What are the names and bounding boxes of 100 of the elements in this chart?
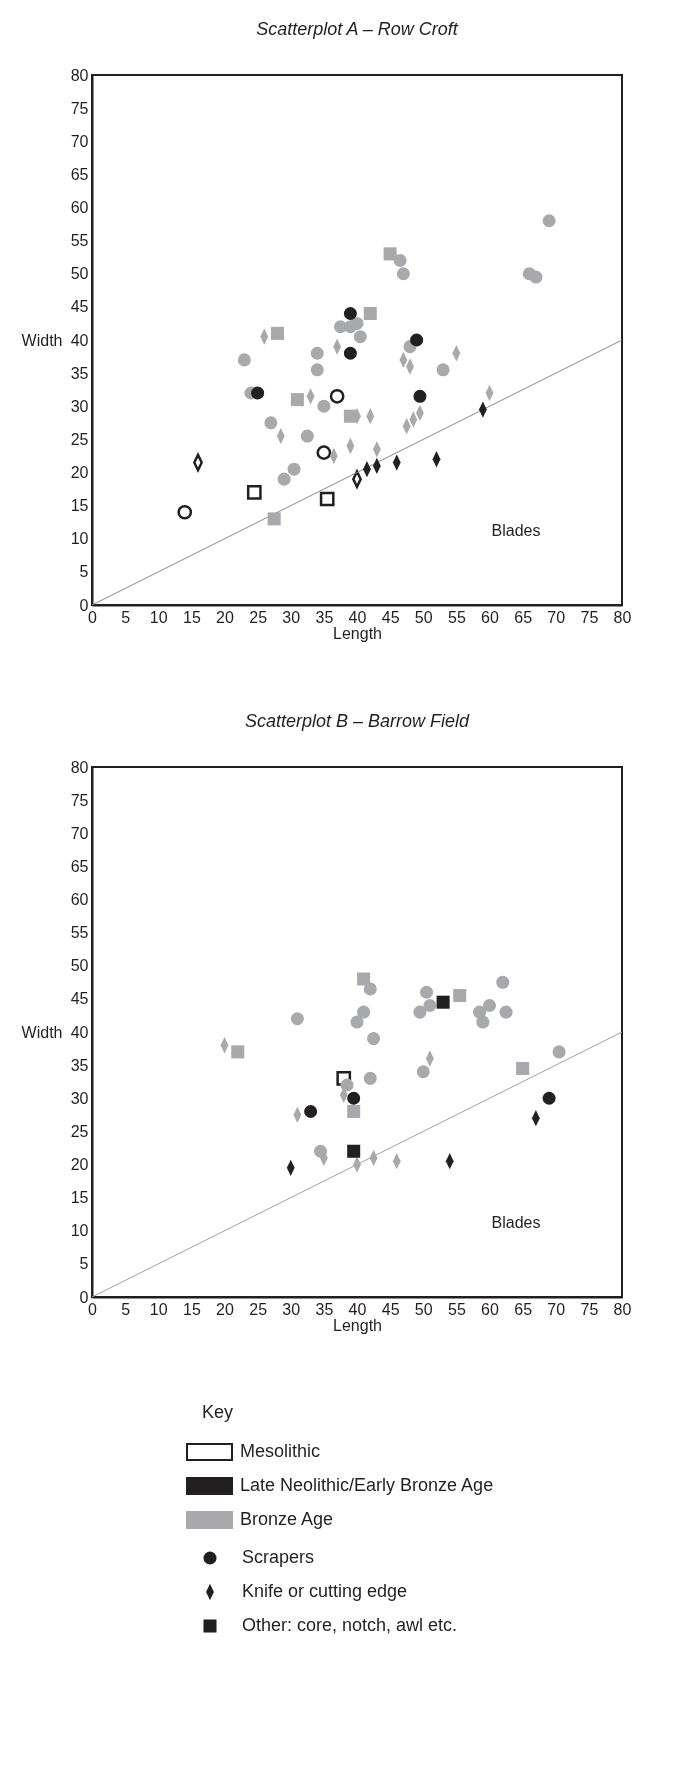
x-tick-label: 35 — [315, 1300, 334, 1318]
y-tick-label: 30 — [70, 1089, 89, 1107]
y-tick-label: 70 — [70, 824, 89, 842]
y-tick-label: 65 — [70, 165, 89, 183]
point — [542, 214, 556, 228]
annotation: Blades — [491, 1213, 541, 1231]
y-tick-label: 40 — [70, 331, 89, 349]
y-tick-label: 35 — [70, 364, 89, 382]
y-tick-label: 20 — [70, 464, 89, 481]
point — [496, 975, 510, 989]
point — [413, 1005, 427, 1019]
x-tick-label: 25 — [249, 608, 268, 626]
point — [499, 1005, 513, 1019]
point — [287, 462, 301, 476]
x-tick-label: 45 — [381, 1300, 400, 1318]
point — [363, 306, 377, 321]
y-tick-label: 35 — [70, 1056, 89, 1074]
y-tick-label: 75 — [70, 99, 89, 117]
y-tick-label: 15 — [70, 497, 89, 515]
legend-label: Other: core, notch, awl etc. — [242, 1615, 458, 1635]
point — [416, 1065, 430, 1079]
point — [290, 393, 304, 407]
x-tick-label: 55 — [447, 1300, 466, 1318]
x-tick-label: 5 — [121, 608, 131, 626]
point — [264, 416, 278, 430]
point — [347, 1104, 361, 1119]
y-tick-label: 60 — [70, 199, 89, 216]
x-tick-label: 45 — [381, 608, 400, 626]
x-tick-label: 50 — [414, 1300, 433, 1318]
y-tick-label: 45 — [70, 298, 89, 316]
legend-label: Bronze Age — [240, 1509, 334, 1529]
y-tick-label: 20 — [70, 1156, 89, 1173]
point — [237, 353, 251, 367]
point — [343, 346, 357, 360]
point — [357, 972, 371, 986]
y-tick-label: 25 — [70, 1122, 89, 1140]
x-tick-label: 10 — [149, 608, 168, 626]
x-tick-label: 40 — [348, 1300, 367, 1318]
point — [316, 445, 332, 460]
point — [300, 429, 314, 443]
x-tick-label: 25 — [249, 1300, 268, 1318]
point — [542, 1091, 556, 1105]
y-tick-label: 50 — [70, 265, 89, 283]
point — [246, 485, 262, 500]
point — [343, 306, 357, 321]
y-axis-title: Width — [21, 331, 63, 349]
x-tick-label: 10 — [149, 1300, 168, 1318]
y-axis-title: Width — [21, 1023, 63, 1041]
point — [347, 1144, 361, 1158]
y-tick-label: 10 — [70, 530, 89, 548]
point — [317, 399, 331, 413]
point — [329, 388, 345, 404]
legend-label: Scrapers — [242, 1547, 315, 1567]
point — [413, 389, 427, 403]
point — [482, 998, 497, 1013]
x-tick-label: 5 — [121, 1300, 131, 1318]
point — [423, 998, 437, 1013]
x-tick-label: 70 — [547, 1300, 566, 1318]
point — [453, 989, 467, 1003]
y-tick-label: 70 — [70, 132, 89, 150]
x-tick-label: 70 — [547, 608, 566, 626]
chart-title: Scatterplot B – Barrow Field — [244, 711, 471, 731]
point — [310, 346, 324, 360]
point — [436, 995, 450, 1009]
point — [552, 1045, 566, 1059]
x-tick-label: 80 — [613, 608, 632, 626]
point — [396, 267, 410, 281]
point — [420, 985, 434, 999]
point — [516, 1061, 530, 1075]
legend-label: Late Neolithic/Early Bronze Age — [240, 1475, 494, 1495]
y-tick-label: 55 — [70, 232, 89, 250]
y-tick-label: 0 — [79, 596, 89, 614]
y-tick-label: 15 — [70, 1189, 89, 1207]
x-axis-title: Length — [333, 624, 382, 642]
y-tick-label: 50 — [70, 957, 89, 975]
x-tick-label: 60 — [481, 1300, 499, 1318]
y-tick-label: 75 — [70, 791, 89, 809]
point — [277, 472, 291, 486]
x-tick-label: 75 — [580, 608, 599, 626]
x-tick-label: 15 — [182, 1300, 201, 1318]
legend-label: Knife or cutting edge — [242, 1581, 408, 1601]
y-tick-label: 10 — [70, 1222, 89, 1240]
point — [529, 270, 543, 284]
point — [383, 247, 397, 261]
y-tick-label: 40 — [70, 1023, 89, 1041]
point — [231, 1045, 245, 1059]
x-tick-label: 80 — [613, 1300, 632, 1318]
annotation: Blades — [491, 521, 541, 539]
y-tick-label: 80 — [70, 758, 89, 776]
x-tick-label: 35 — [315, 608, 334, 626]
x-tick-label: 65 — [514, 1300, 533, 1318]
x-tick-label: 50 — [414, 608, 433, 626]
point — [290, 1012, 304, 1026]
point — [393, 253, 407, 268]
point — [350, 1015, 364, 1029]
x-tick-label: 15 — [182, 608, 201, 626]
x-tick-label: 20 — [216, 608, 234, 626]
y-tick-label: 45 — [70, 990, 89, 1008]
point — [343, 409, 357, 423]
text: Key — [202, 1402, 234, 1422]
